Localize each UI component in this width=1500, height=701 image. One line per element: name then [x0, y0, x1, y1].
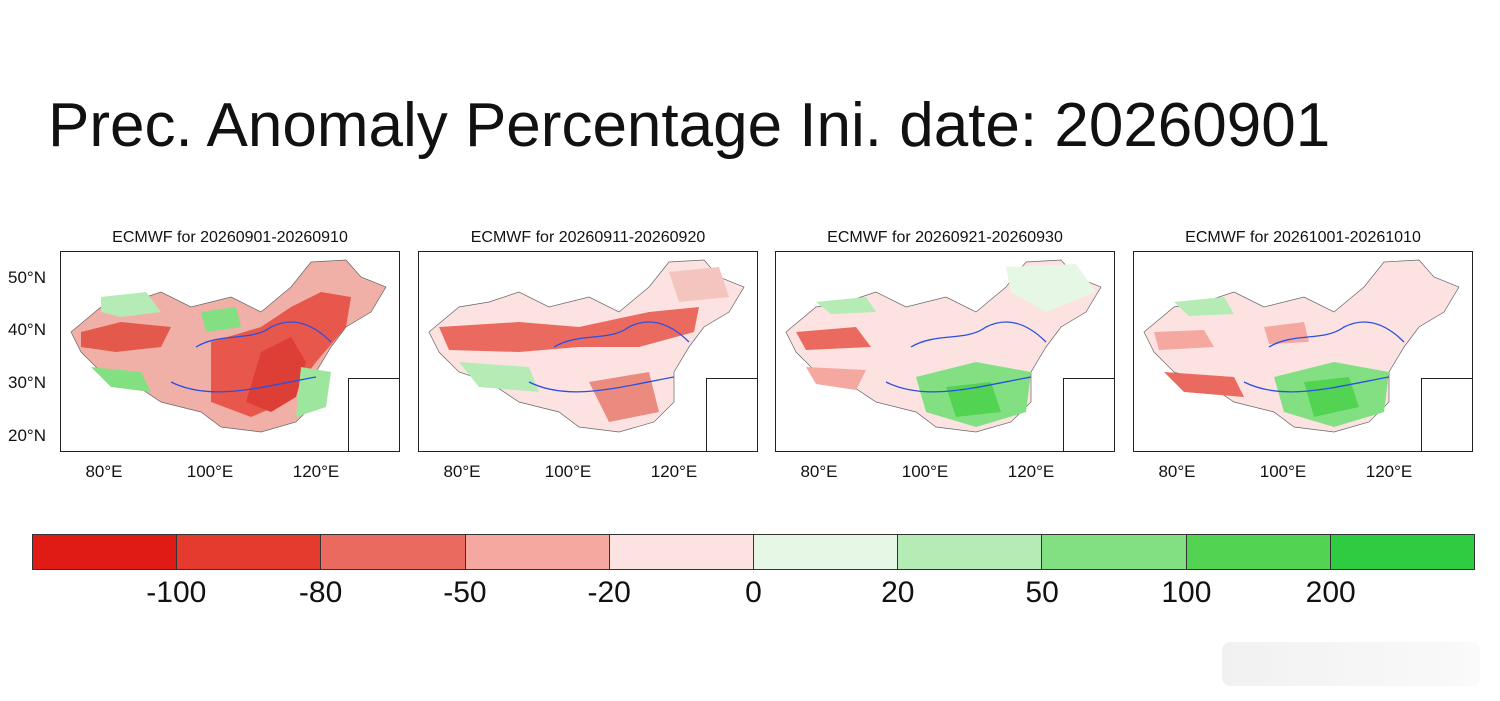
colorbar-tick-label: 200 — [1305, 576, 1356, 609]
lon-label: 120°E — [292, 462, 340, 481]
lon-label: 80°E — [1158, 462, 1196, 481]
lat-label: 50°N — [8, 268, 46, 287]
colorbar-segment — [1330, 535, 1475, 569]
lon-label: 100°E — [901, 462, 949, 481]
map-panel-2: ECMWF for 20260911-20260920 80°E 100°E 1… — [418, 226, 758, 486]
lon-label: 80°E — [85, 462, 123, 481]
lon-label: 100°E — [186, 462, 234, 481]
watermark — [1222, 642, 1480, 686]
colorbar-segment — [1042, 535, 1187, 569]
colorbar — [32, 534, 1475, 570]
colorbar-tick-label: 20 — [881, 576, 915, 609]
map-frame — [60, 251, 400, 452]
map-panel-3: ECMWF for 20260921-20260930 80°E 100°E 1… — [775, 226, 1115, 486]
colorbar-tick-label: -50 — [443, 576, 487, 609]
china-map — [785, 259, 1102, 433]
lat-label: 20°N — [8, 426, 46, 445]
colorbar-tick-label: 0 — [745, 576, 762, 609]
lon-label: 100°E — [1259, 462, 1307, 481]
colorbar-segment — [177, 535, 322, 569]
colorbar-segment — [1186, 535, 1331, 569]
lon-label: 100°E — [544, 462, 592, 481]
colorbar-tick-label: -100 — [146, 576, 207, 609]
figure-title: Prec. Anomaly Percentage Ini. date: 2026… — [48, 91, 1331, 160]
lon-label: 120°E — [650, 462, 698, 481]
colorbar-segment — [33, 535, 178, 569]
map-panel-4: ECMWF for 20261001-20261010 80°E 100°E 1… — [1133, 226, 1473, 486]
map-frame — [775, 251, 1115, 452]
colorbar-segment — [754, 535, 899, 569]
map-panel-1: ECMWF for 20260901-20260910 80°E 100°E 1… — [60, 226, 400, 486]
lon-label: 120°E — [1365, 462, 1413, 481]
south-china-sea-inset — [706, 378, 757, 451]
south-china-sea-inset — [1063, 378, 1114, 451]
south-china-sea-inset — [1421, 378, 1472, 451]
china-map — [1143, 259, 1460, 433]
lon-label: 120°E — [1007, 462, 1055, 481]
colorbar-tick-label: -20 — [587, 576, 631, 609]
lat-label: 40°N — [8, 320, 46, 339]
map-frame — [1133, 251, 1473, 452]
panel-title: ECMWF for 20260901-20260910 — [112, 229, 348, 246]
colorbar-segment — [321, 535, 466, 569]
colorbar-segment — [465, 535, 610, 569]
panel-title: ECMWF for 20260911-20260920 — [470, 229, 706, 246]
colorbar-tick-label: -80 — [298, 576, 343, 609]
map-frame — [418, 251, 758, 452]
colorbar-segment — [898, 535, 1043, 569]
china-map — [70, 259, 387, 433]
panel-title: ECMWF for 20261001-20261010 — [1185, 229, 1421, 246]
lon-label: 80°E — [800, 462, 838, 481]
lat-label: 30°N — [8, 373, 46, 392]
china-map — [428, 259, 745, 433]
colorbar-tick-label: 100 — [1161, 576, 1212, 609]
lon-label: 80°E — [443, 462, 481, 481]
colorbar-segment — [609, 535, 755, 569]
colorbar-tick-label: 50 — [1025, 576, 1059, 609]
south-china-sea-inset — [348, 378, 399, 451]
panel-title: ECMWF for 20260921-20260930 — [827, 229, 1063, 246]
